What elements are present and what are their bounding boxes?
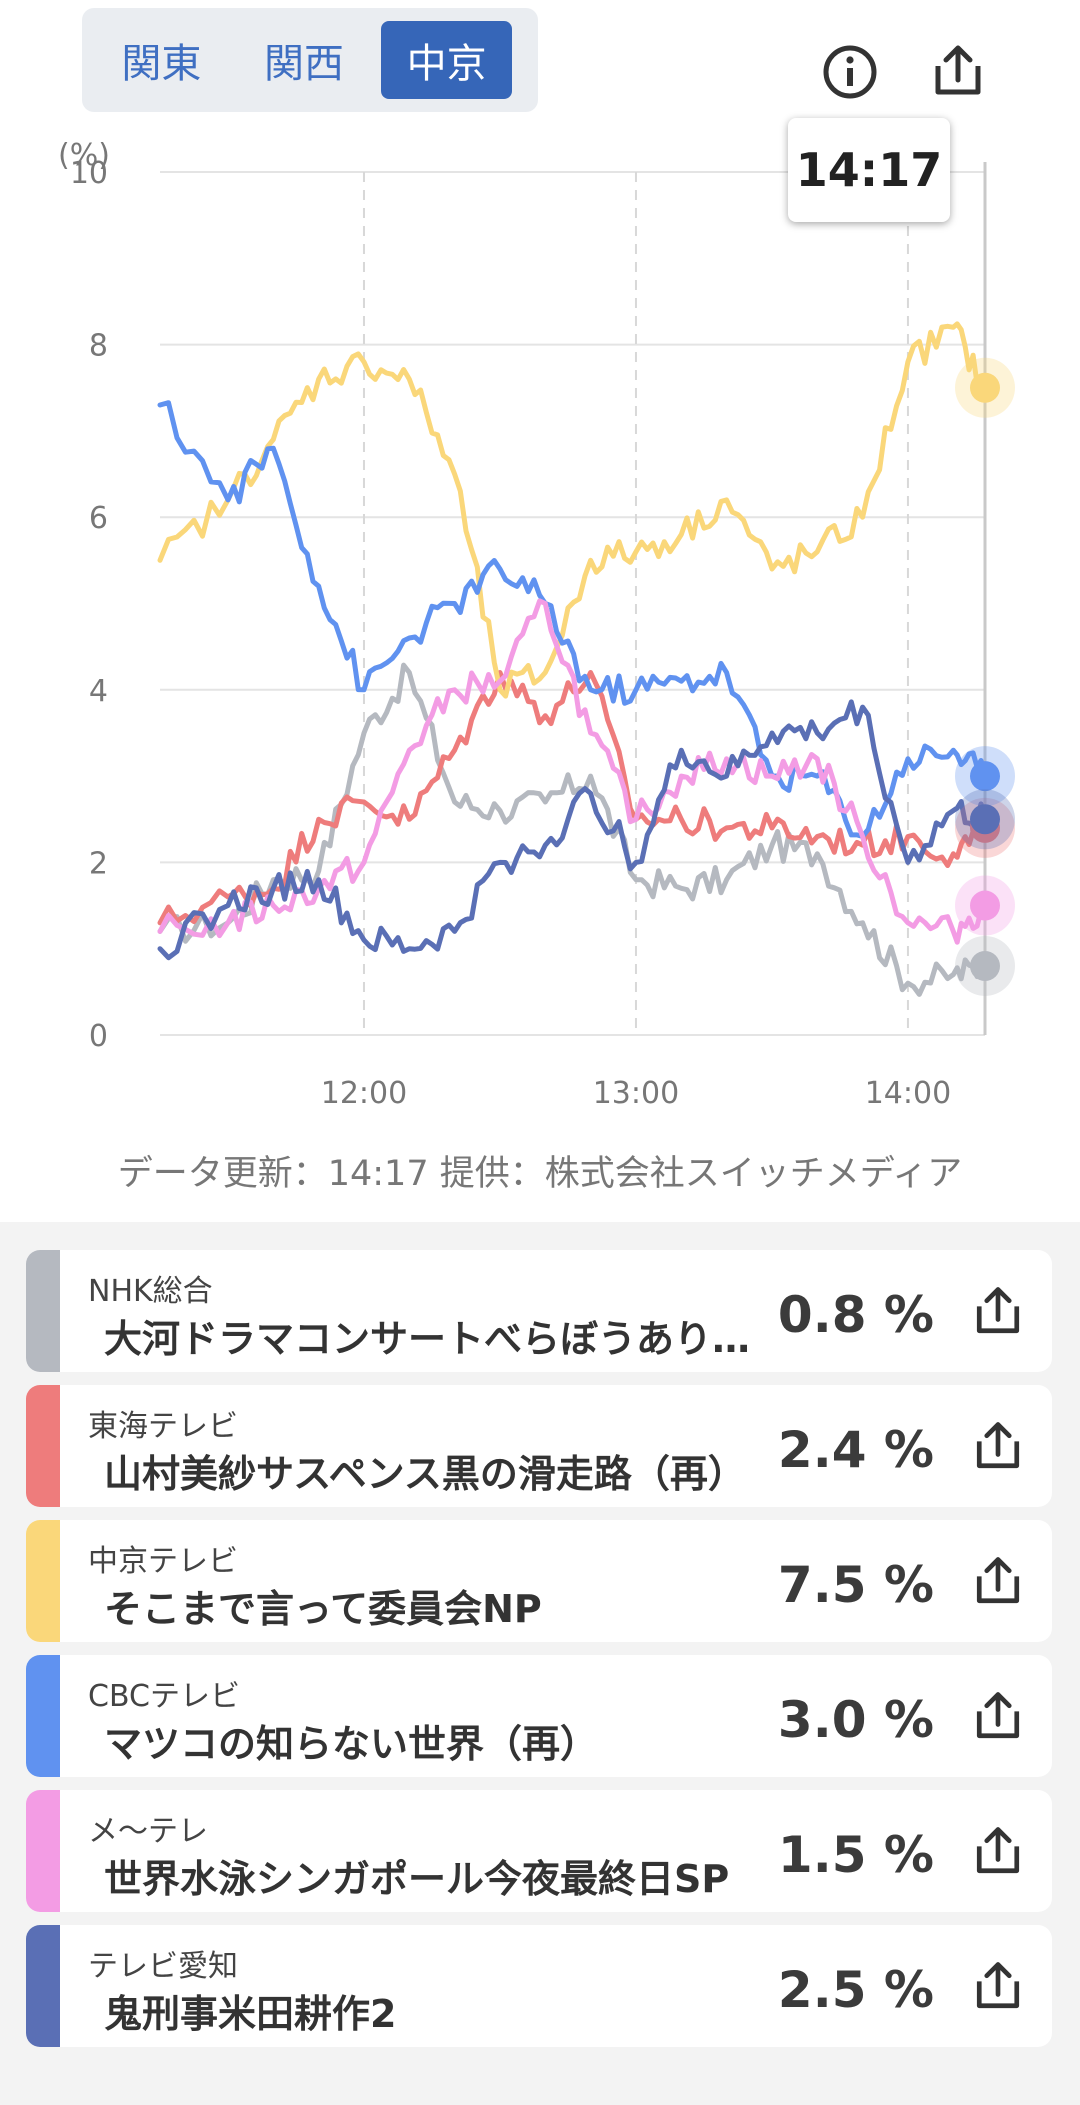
channel-name: CBCテレビ xyxy=(88,1679,240,1714)
program-item-nhk[interactable]: NHK総合 大河ドラマコンサートべらぼうあり… 0.8 % xyxy=(26,1250,1052,1372)
channel-color-bar xyxy=(26,1925,60,2047)
program-item-tokai[interactable]: 東海テレビ 山村美紗サスペンス黒の滑走路（再） 2.4 % xyxy=(26,1385,1052,1507)
program-item-cbc[interactable]: CBCテレビ マツコの知らない世界（再） 3.0 % xyxy=(26,1655,1052,1777)
series-line-aichi xyxy=(157,699,988,961)
program-title: マツコの知らない世界（再） xyxy=(104,1722,599,1766)
channel-name: 中京テレビ xyxy=(88,1544,238,1579)
share-icon[interactable] xyxy=(926,40,990,104)
program-item-chukyo[interactable]: 中京テレビ そこまで言って委員会NP 7.5 % xyxy=(26,1520,1052,1642)
rating-value: 3.0 % xyxy=(777,1691,934,1749)
channel-color-bar xyxy=(26,1655,60,1777)
series-line-nhk xyxy=(157,662,988,997)
program-item-metele[interactable]: メ～テレ 世界水泳シンガポール今夜最終日SP 1.5 % xyxy=(26,1790,1052,1912)
marker-dot-chukyo xyxy=(970,372,1000,403)
channel-color-bar xyxy=(26,1385,60,1507)
tab-kansai[interactable]: 関西 xyxy=(264,41,344,87)
channel-color-bar xyxy=(26,1520,60,1642)
program-title: そこまで言って委員会NP xyxy=(104,1587,542,1631)
y-tick-label: 8 xyxy=(89,329,108,364)
share-icon[interactable] xyxy=(968,1957,1028,2017)
x-tick-label: 13:00 xyxy=(593,1076,679,1111)
program-item-aichi[interactable]: テレビ愛知 鬼刑事米田耕作2 2.5 % xyxy=(26,1925,1052,2047)
series-line-cbc xyxy=(157,400,988,839)
rating-chart[interactable]: (%) 0 2 4 6 8 10 12:00 13:00 14:00 xyxy=(0,130,1080,1120)
rating-value: 2.5 % xyxy=(777,1961,934,2019)
y-unit-label: (%) xyxy=(58,138,110,173)
marker-dot-nhk xyxy=(970,950,1000,981)
channel-color-bar xyxy=(26,1790,60,1912)
marker-dot-metele xyxy=(970,890,1000,921)
share-icon[interactable] xyxy=(968,1552,1028,1612)
program-list: NHK総合 大河ドラマコンサートべらぼうあり… 0.8 % 東海テレビ 山村美紗… xyxy=(0,1222,1080,2105)
program-title: 山村美紗サスペンス黒の滑走路（再） xyxy=(104,1452,746,1496)
share-icon[interactable] xyxy=(968,1687,1028,1747)
time-tooltip: 14:17 xyxy=(788,118,950,222)
series-line-chukyo xyxy=(157,321,988,699)
channel-name: NHK総合 xyxy=(88,1274,213,1309)
data-update-note: データ更新：14:17 提供：株式会社スイッチメディア xyxy=(117,1154,963,1194)
x-tick-label: 14:00 xyxy=(865,1076,951,1111)
y-tick-label: 10 xyxy=(70,156,108,191)
program-title: 世界水泳シンガポール今夜最終日SP xyxy=(104,1857,730,1901)
marker-dot-cbc xyxy=(970,761,1000,792)
share-icon[interactable] xyxy=(968,1282,1028,1342)
rating-value: 1.5 % xyxy=(777,1826,934,1884)
y-tick-label: 2 xyxy=(89,846,108,881)
channel-color-bar xyxy=(26,1250,60,1372)
rating-value: 2.4 % xyxy=(777,1421,934,1479)
y-tick-label: 4 xyxy=(89,674,108,709)
tab-chukyo[interactable]: 中京 xyxy=(381,21,513,99)
rating-value: 0.8 % xyxy=(777,1286,934,1344)
channel-name: 東海テレビ xyxy=(88,1409,238,1444)
program-title: 鬼刑事米田耕作2 xyxy=(104,1992,397,2036)
tab-kanto[interactable]: 関東 xyxy=(121,41,202,87)
x-tick-label: 12:00 xyxy=(321,1076,407,1111)
share-icon[interactable] xyxy=(968,1417,1028,1477)
region-tabs: 関東 関西 中京 xyxy=(82,8,538,112)
marker-dot-aichi xyxy=(970,804,1000,835)
share-icon[interactable] xyxy=(968,1822,1028,1882)
rating-value: 7.5 % xyxy=(777,1556,934,1614)
y-tick-label: 0 xyxy=(89,1019,108,1054)
program-title: 大河ドラマコンサートべらぼうあり… xyxy=(104,1317,751,1361)
channel-name: テレビ愛知 xyxy=(88,1949,238,1984)
channel-name: メ～テレ xyxy=(88,1814,208,1849)
info-icon[interactable] xyxy=(818,40,882,104)
y-tick-label: 6 xyxy=(89,501,108,536)
